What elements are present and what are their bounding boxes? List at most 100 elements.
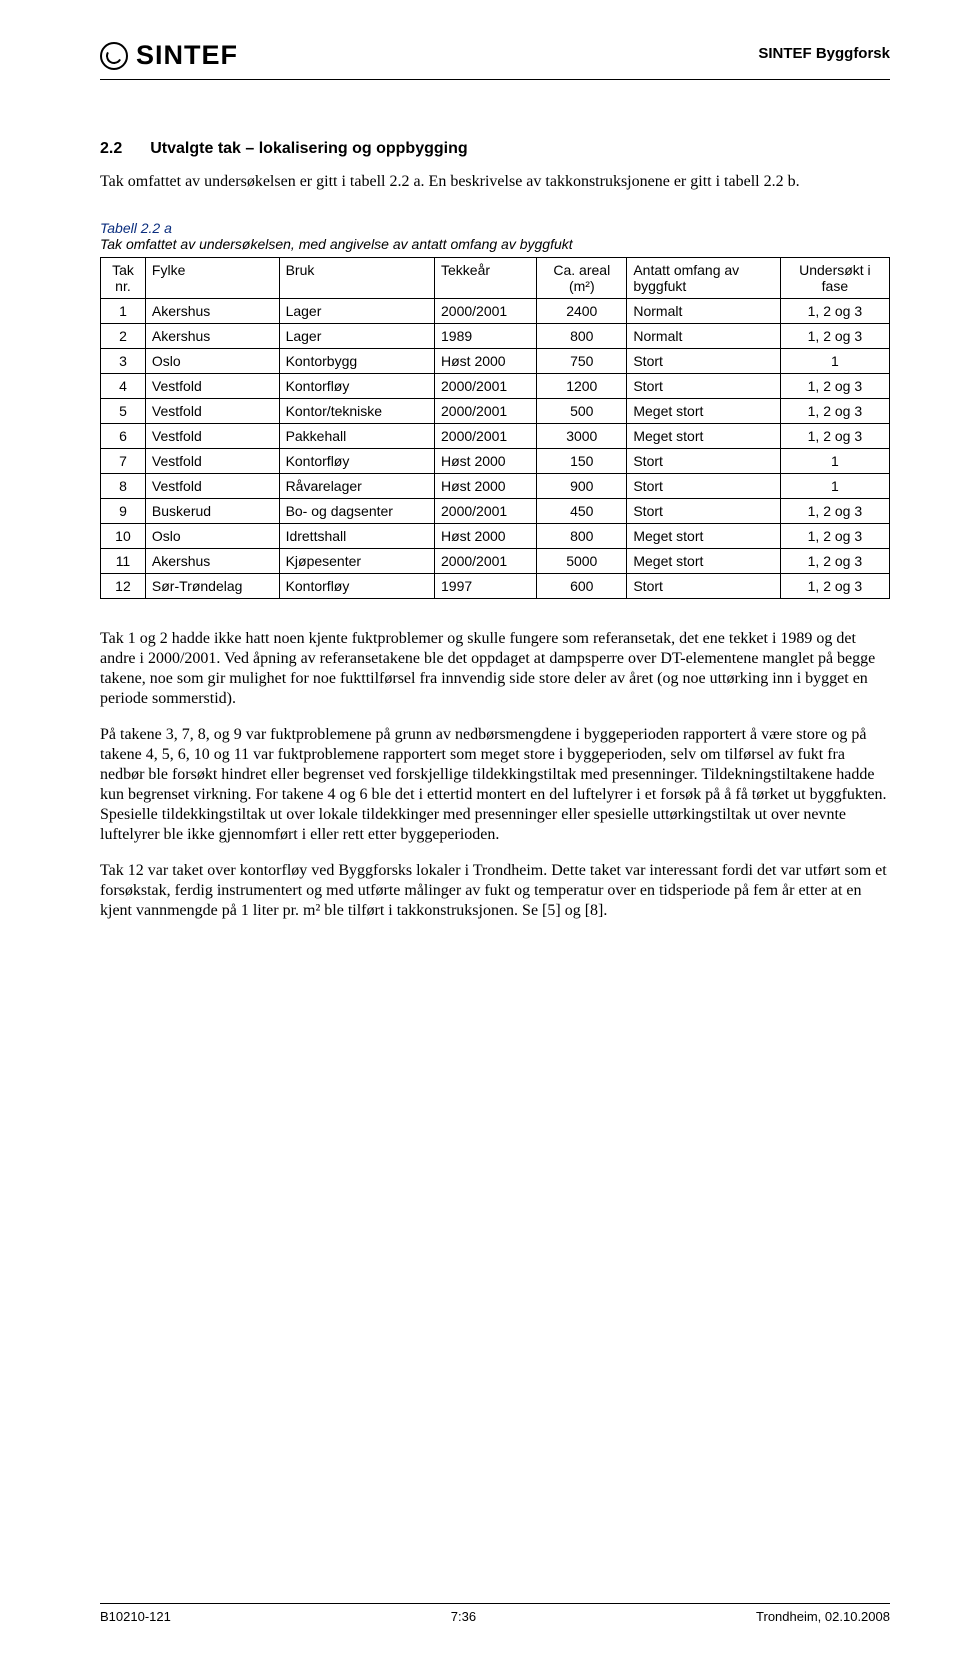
table-cell: Kontorfløy <box>279 449 434 474</box>
table-cell: 500 <box>537 399 627 424</box>
table-cell: Høst 2000 <box>435 349 537 374</box>
table-cell: 1 <box>780 474 889 499</box>
paragraph-1: Tak 1 og 2 hadde ikke hatt noen kjente f… <box>100 629 890 709</box>
table-cell: 800 <box>537 524 627 549</box>
table-cell: Stort <box>627 374 780 399</box>
table-cell: Normalt <box>627 299 780 324</box>
table-cell: 900 <box>537 474 627 499</box>
table-cell: Lager <box>279 299 434 324</box>
table-row: 5VestfoldKontor/tekniske2000/2001500Mege… <box>101 399 890 424</box>
header-divider <box>100 79 890 80</box>
table-row: 6VestfoldPakkehall2000/20013000Meget sto… <box>101 424 890 449</box>
table-cell: Vestfold <box>145 449 279 474</box>
table-cell: Meget stort <box>627 524 780 549</box>
logo-text: SINTEF <box>136 40 238 71</box>
table-cell: Bo- og dagsenter <box>279 499 434 524</box>
table-cell: Kontorfløy <box>279 374 434 399</box>
table-cell: 12 <box>101 574 146 599</box>
section-title: Utvalgte tak – lokalisering og oppbyggin… <box>150 140 467 157</box>
table-cell: Akershus <box>145 299 279 324</box>
table-cell: Høst 2000 <box>435 449 537 474</box>
table-cell: 2 <box>101 324 146 349</box>
table-cell: Stort <box>627 574 780 599</box>
table-cell: Stort <box>627 499 780 524</box>
table-cell: 3000 <box>537 424 627 449</box>
table-cell: Meget stort <box>627 399 780 424</box>
table-row: 9BuskerudBo- og dagsenter2000/2001450Sto… <box>101 499 890 524</box>
table-row: 11AkershusKjøpesenter2000/20015000Meget … <box>101 549 890 574</box>
table-cell: Stort <box>627 474 780 499</box>
table-row: 12Sør-TrøndelagKontorfløy1997600Stort1, … <box>101 574 890 599</box>
table-cell: Høst 2000 <box>435 474 537 499</box>
table-header-cell: Fylke <box>145 258 279 299</box>
table-cell: 1 <box>101 299 146 324</box>
table-cell: 600 <box>537 574 627 599</box>
table-cell: 2400 <box>537 299 627 324</box>
table-cell: 1, 2 og 3 <box>780 324 889 349</box>
table-cell: Normalt <box>627 324 780 349</box>
table-cell: Kontor/tekniske <box>279 399 434 424</box>
table-cell: 5000 <box>537 549 627 574</box>
table-cell: 750 <box>537 349 627 374</box>
table-cell: 4 <box>101 374 146 399</box>
table-cell: Stort <box>627 449 780 474</box>
footer-divider <box>100 1603 890 1604</box>
table-cell: 2000/2001 <box>435 424 537 449</box>
table-cell: 800 <box>537 324 627 349</box>
table-label: Tabell 2.2 a <box>100 220 890 236</box>
table-cell: 1, 2 og 3 <box>780 374 889 399</box>
table-cell: 5 <box>101 399 146 424</box>
table-cell: 2000/2001 <box>435 499 537 524</box>
table-row: 1AkershusLager2000/20012400Normalt1, 2 o… <box>101 299 890 324</box>
table-cell: 2000/2001 <box>435 374 537 399</box>
intro-text: Tak omfattet av undersøkelsen er gitt i … <box>100 172 890 192</box>
footer-right: Trondheim, 02.10.2008 <box>756 1609 890 1624</box>
table-cell: 2000/2001 <box>435 299 537 324</box>
table-cell: 150 <box>537 449 627 474</box>
footer-left: B10210-121 <box>100 1609 171 1624</box>
table-cell: Vestfold <box>145 399 279 424</box>
table-cell: 6 <box>101 424 146 449</box>
table-cell: Høst 2000 <box>435 524 537 549</box>
paragraph-3: Tak 12 var taket over kontorfløy ved Byg… <box>100 861 890 921</box>
table-cell: 1, 2 og 3 <box>780 424 889 449</box>
table-header-cell: Bruk <box>279 258 434 299</box>
table-caption: Tak omfattet av undersøkelsen, med angiv… <box>100 236 890 252</box>
table-cell: Kjøpesenter <box>279 549 434 574</box>
table-cell: Kontorbygg <box>279 349 434 374</box>
table-row: 2AkershusLager1989800Normalt1, 2 og 3 <box>101 324 890 349</box>
table-cell: 1 <box>780 349 889 374</box>
table-cell: Vestfold <box>145 474 279 499</box>
table-header-cell: Undersøkt ifase <box>780 258 889 299</box>
logo: SINTEF <box>100 40 238 71</box>
table-cell: Oslo <box>145 524 279 549</box>
table-cell: Stort <box>627 349 780 374</box>
table-header-cell: Taknr. <box>101 258 146 299</box>
table-header-cell: Tekkeår <box>435 258 537 299</box>
table-cell: Meget stort <box>627 424 780 449</box>
table-cell: 1, 2 og 3 <box>780 574 889 599</box>
table-row: 3OsloKontorbyggHøst 2000750Stort1 <box>101 349 890 374</box>
table-cell: Idrettshall <box>279 524 434 549</box>
table-cell: Råvarelager <box>279 474 434 499</box>
data-table: Taknr.FylkeBrukTekkeårCa. areal(m²)Antat… <box>100 257 890 599</box>
table-cell: Buskerud <box>145 499 279 524</box>
table-cell: 7 <box>101 449 146 474</box>
table-cell: 1, 2 og 3 <box>780 524 889 549</box>
table-cell: 2000/2001 <box>435 549 537 574</box>
table-cell: 8 <box>101 474 146 499</box>
table-cell: Akershus <box>145 324 279 349</box>
table-header-cell: Ca. areal(m²) <box>537 258 627 299</box>
table-cell: Vestfold <box>145 424 279 449</box>
table-cell: 1997 <box>435 574 537 599</box>
table-cell: 1, 2 og 3 <box>780 399 889 424</box>
section-number: 2.2 <box>100 140 122 158</box>
page-footer: B10210-121 7:36 Trondheim, 02.10.2008 <box>100 1603 890 1624</box>
table-cell: 1 <box>780 449 889 474</box>
table-cell: 450 <box>537 499 627 524</box>
table-cell: Sør-Trøndelag <box>145 574 279 599</box>
table-cell: 11 <box>101 549 146 574</box>
table-cell: 1, 2 og 3 <box>780 549 889 574</box>
sintef-icon <box>100 42 128 70</box>
table-cell: Oslo <box>145 349 279 374</box>
